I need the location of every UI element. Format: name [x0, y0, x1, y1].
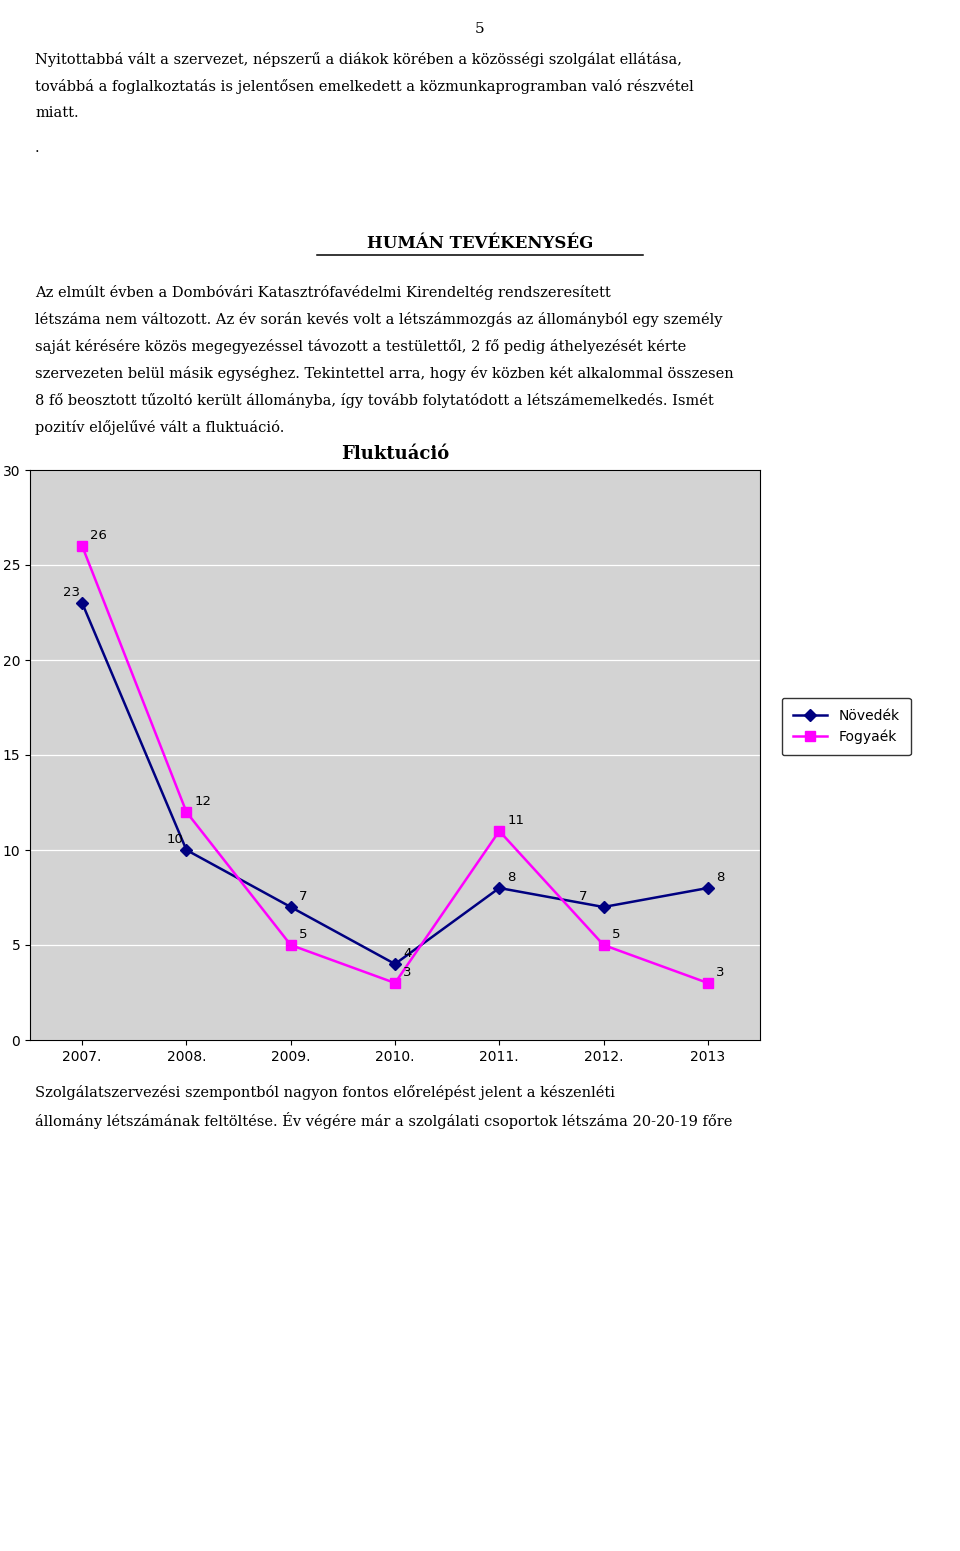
- Text: 3: 3: [716, 966, 725, 979]
- Text: 8: 8: [508, 870, 516, 884]
- Text: .: .: [35, 141, 39, 155]
- Text: továbbá a foglalkoztatás is jelentősen emelkedett a közmunkaprogramban való rész: továbbá a foglalkoztatás is jelentősen e…: [35, 79, 694, 95]
- Text: létszáma nem változott. Az év során kevés volt a létszámmozgás az állományból eg: létszáma nem változott. Az év során kevé…: [35, 312, 723, 327]
- Text: 8 fő beosztott tűzoltó került állományba, így tovább folytatódott a létszámemelk: 8 fő beosztott tűzoltó került állományba…: [35, 392, 713, 408]
- Text: pozitív előjelűvé vált a fluktuáció.: pozitív előjelűvé vált a fluktuáció.: [35, 420, 284, 434]
- Text: 3: 3: [403, 966, 412, 979]
- Legend: Növedék, Fogyaék: Növedék, Fogyaék: [781, 698, 911, 755]
- Text: 23: 23: [62, 586, 80, 599]
- Text: 5: 5: [612, 927, 620, 941]
- Text: 5: 5: [300, 927, 307, 941]
- Text: HUMÁN TEVÉKENYSÉG: HUMÁN TEVÉKENYSÉG: [367, 236, 593, 251]
- Text: 8: 8: [716, 870, 725, 884]
- Text: 10: 10: [167, 833, 184, 845]
- Text: 12: 12: [195, 794, 212, 808]
- Text: saját kérésére közös megegyezéssel távozott a testülettől, 2 fő pedig áthelyezés: saját kérésére közös megegyezéssel távoz…: [35, 340, 686, 354]
- Title: Fluktuáció: Fluktuáció: [341, 445, 449, 462]
- Text: állomány létszámának feltöltése. Év végére már a szolgálati csoportok létszáma 2: állomány létszámának feltöltése. Év végé…: [35, 1112, 732, 1129]
- Text: 26: 26: [90, 529, 108, 541]
- Text: miatt.: miatt.: [35, 105, 79, 119]
- Text: Szolgálatszervezési szempontból nagyon fontos előrelépést jelent a készenléti: Szolgálatszervezési szempontból nagyon f…: [35, 1086, 615, 1100]
- Text: 5: 5: [475, 22, 485, 36]
- Text: szervezeten belül másik egységhez. Tekintettel arra, hogy év közben két alkalomm: szervezeten belül másik egységhez. Tekin…: [35, 366, 733, 382]
- Text: 7: 7: [300, 890, 307, 903]
- Text: Az elmúlt évben a Dombóvári Katasztrófavédelmi Kirendeltég rendszeresített: Az elmúlt évben a Dombóvári Katasztrófav…: [35, 285, 611, 299]
- Text: 4: 4: [403, 946, 412, 960]
- Text: 7: 7: [579, 890, 588, 903]
- Text: Nyitottabbá vált a szervezet, népszerű a diákok körében a közösségi szolgálat el: Nyitottabbá vált a szervezet, népszerű a…: [35, 53, 682, 67]
- Text: 11: 11: [508, 814, 524, 827]
